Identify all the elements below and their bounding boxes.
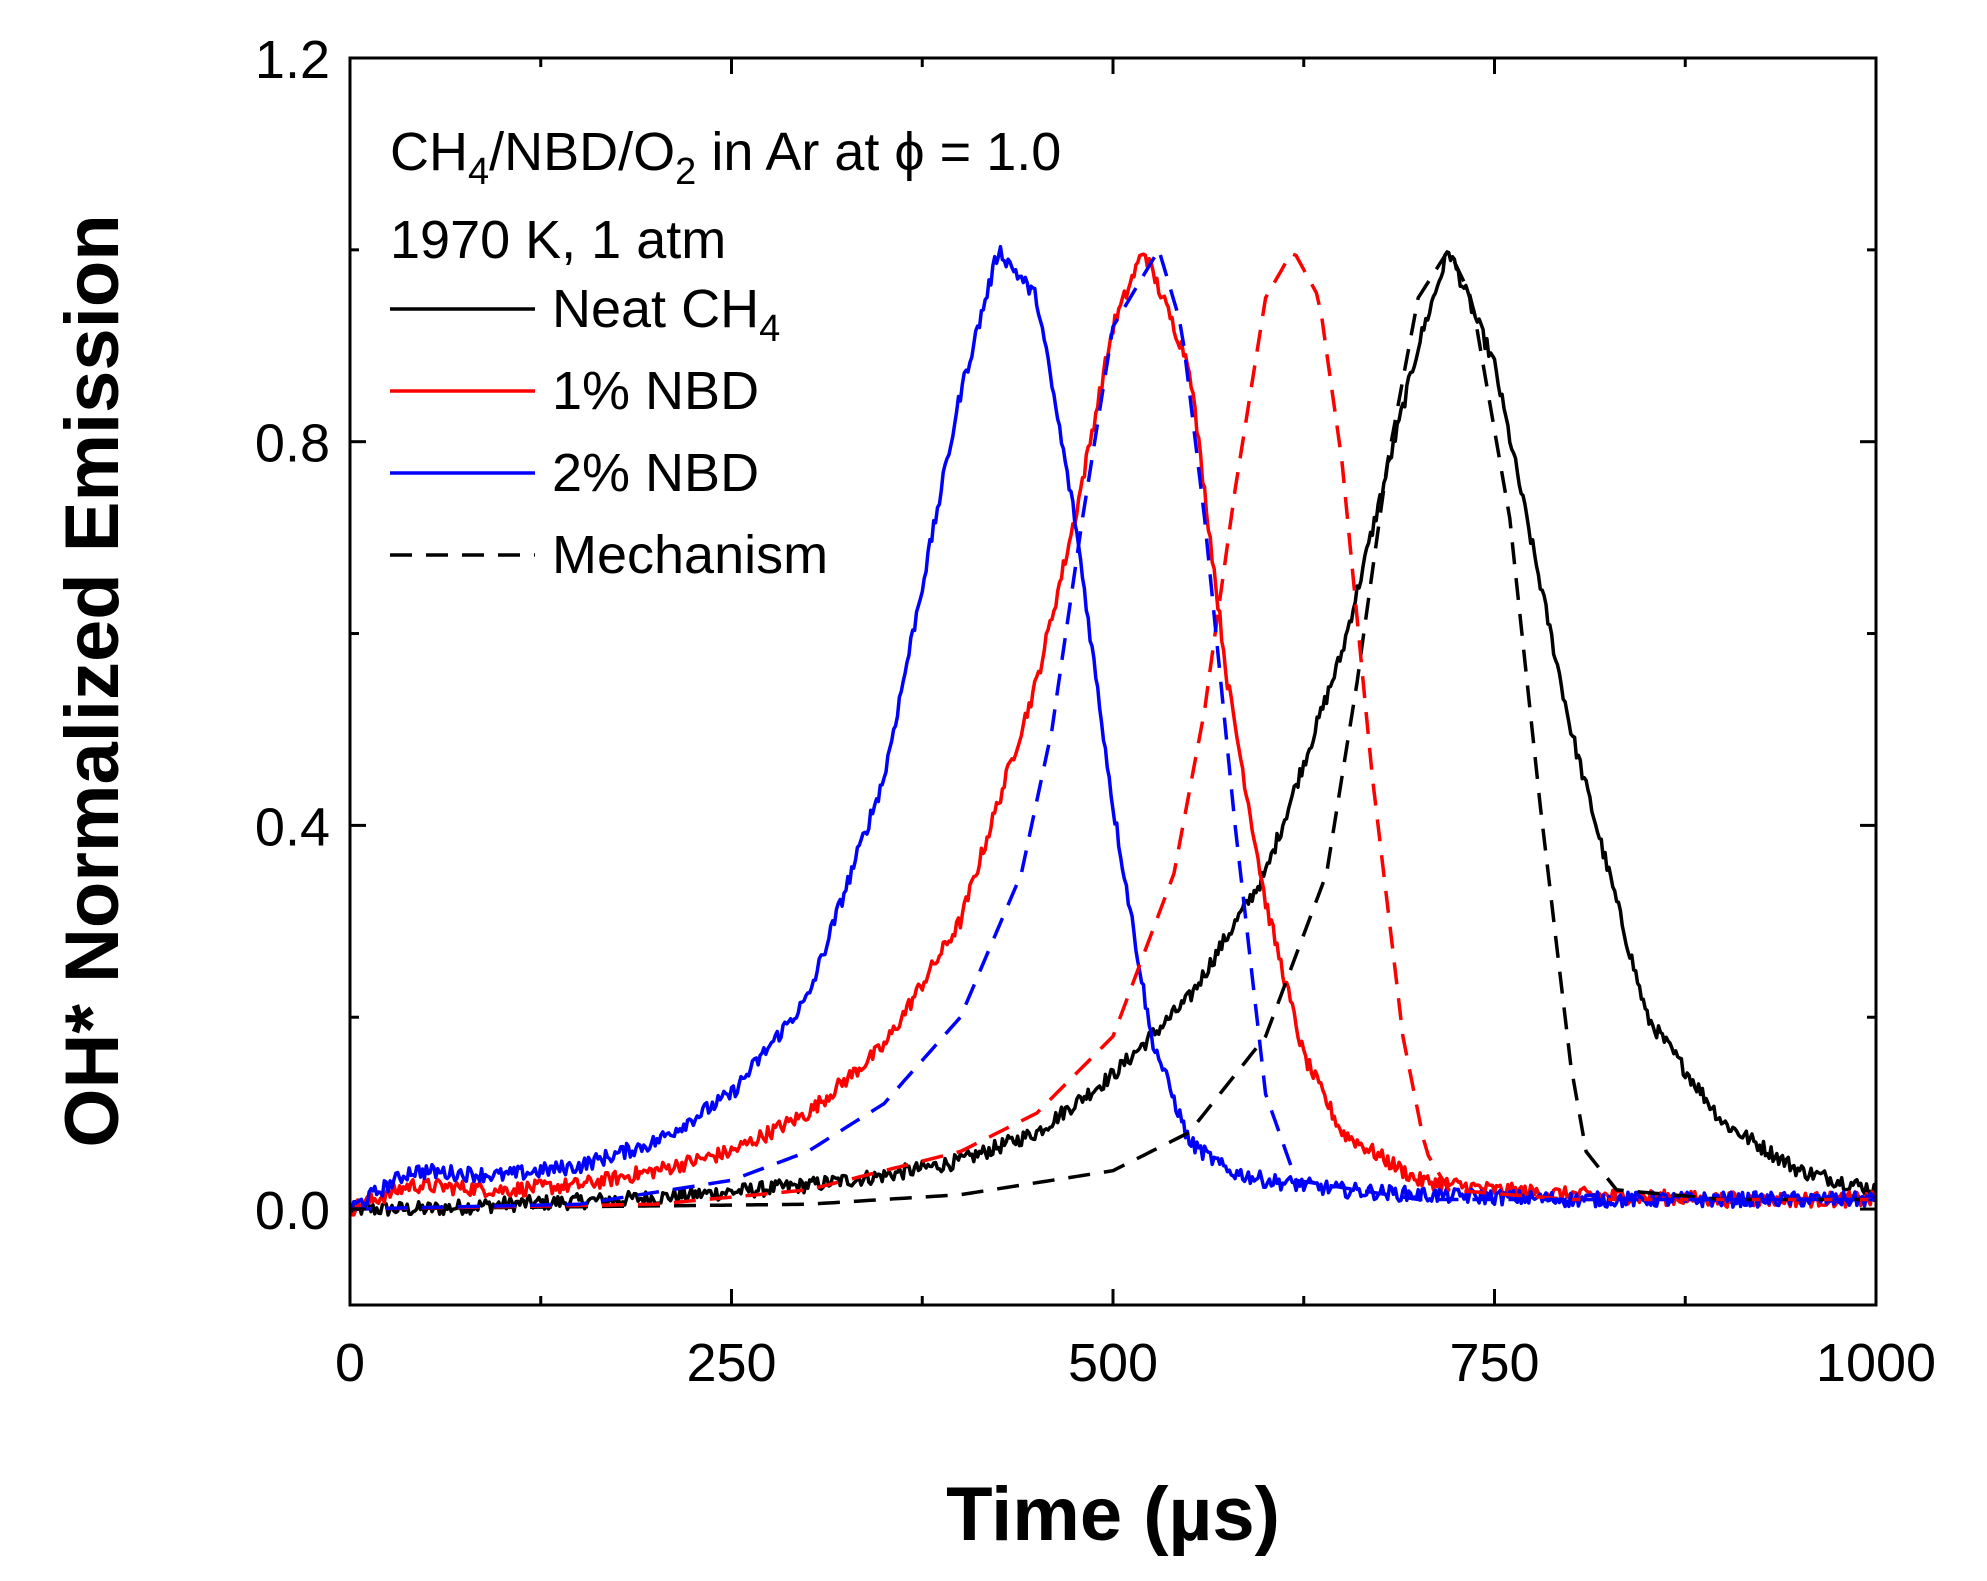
series-layer — [348, 244, 1878, 1217]
x-tick-label: 1000 — [1816, 1333, 1936, 1393]
series-line-2 — [348, 244, 1877, 1213]
x-tick-label: 500 — [1068, 1333, 1158, 1393]
y-axis-title: OH* Normalized Emission — [50, 214, 135, 1147]
annotation-condition-1: CH4/NBD/O2 in Ar at ϕ = 1.0 — [390, 122, 1061, 193]
annotation-condition-2: 1970 K, 1 atm — [390, 210, 726, 270]
series-line-5 — [349, 248, 1876, 1211]
y-tick-label: 0.0 — [255, 1181, 330, 1241]
x-axis-title: Time (µs) — [946, 1472, 1280, 1557]
x-tick-label: 250 — [686, 1333, 776, 1393]
x-tick-label: 0 — [335, 1333, 365, 1393]
legend-label: 1% NBD — [552, 361, 759, 421]
y-tick-label: 0.4 — [255, 797, 330, 857]
axis-ticks: 0 250 500 750 1000 0.0 0.4 0.8 1.2 — [255, 30, 1936, 1393]
x-tick-label: 750 — [1449, 1333, 1539, 1393]
legend-label: Neat CH4 — [552, 279, 780, 350]
legend-label: 2% NBD — [552, 443, 759, 503]
y-tick-label: 0.8 — [255, 414, 330, 474]
legend: Neat CH4 1% NBD 2% NBD Mechanism — [390, 279, 828, 585]
y-tick-label: 1.2 — [255, 30, 330, 90]
legend-label: Mechanism — [552, 525, 828, 585]
